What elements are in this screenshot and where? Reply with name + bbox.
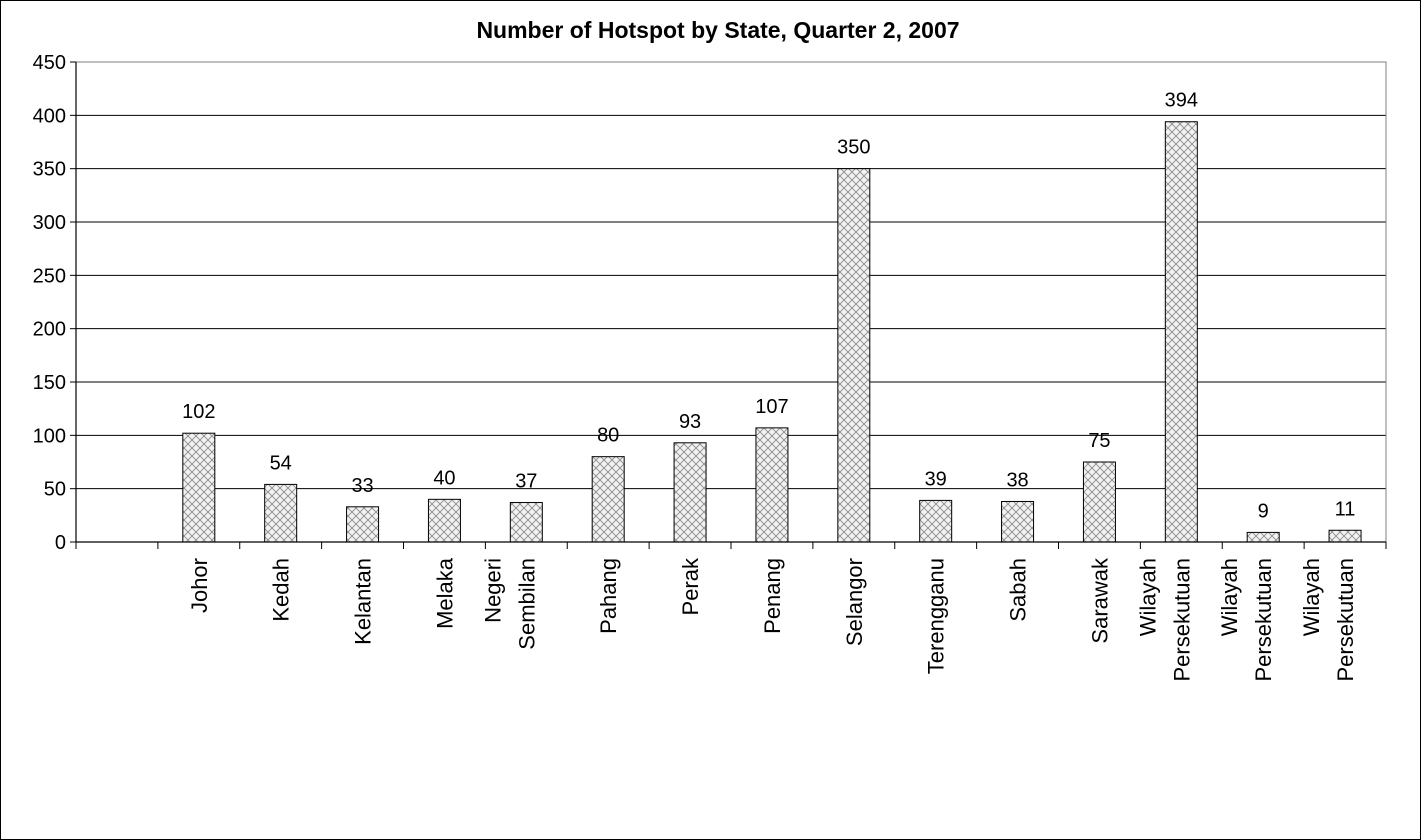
x-category-label-line: Melaka (432, 557, 457, 629)
x-category-label-line: Persekutuan (1251, 558, 1276, 682)
bar (1164, 121, 1198, 543)
x-category-label: Negeri Sembilan (480, 558, 539, 650)
x-category-label-line: Sembilan (514, 558, 539, 650)
data-label: 39 (925, 468, 947, 490)
x-category-label: Pahang (596, 558, 621, 634)
x-category-label: Melaka (432, 557, 457, 629)
data-label: 394 (1165, 90, 1198, 112)
x-category-label: Sarawak (1087, 557, 1112, 644)
x-category-label: Selangor (842, 558, 867, 646)
x-category-label: Wilayah Persekutuan (1217, 558, 1276, 682)
bars (182, 121, 1362, 543)
y-tick-label: 450 (33, 52, 66, 74)
y-tick-label: 100 (33, 425, 66, 447)
x-category-label: Johor (187, 558, 212, 613)
x-category-label-line: Perak (678, 557, 703, 615)
y-tick-label: 50 (44, 479, 66, 501)
y-tick-label: 400 (33, 105, 66, 127)
x-category-label-line: Terengganu (924, 558, 949, 674)
x-category-label-line: Sarawak (1087, 557, 1112, 644)
x-category-label: Sabah (1006, 558, 1031, 622)
data-label: 54 (270, 452, 292, 474)
x-category-labels: Johor Kedah Kelantan Melaka Negeri Sembilan Pa… (187, 557, 1358, 682)
axes (70, 61, 1387, 549)
x-category-label-line: Kedah (269, 558, 294, 622)
data-label: 38 (1006, 469, 1028, 491)
x-category-label-line: Persekutuan (1169, 558, 1194, 682)
data-label: 80 (597, 425, 619, 447)
data-label: 40 (433, 467, 455, 489)
x-category-label: Penang (760, 558, 785, 634)
bar (1082, 461, 1116, 543)
bar (591, 456, 625, 543)
y-tick-labels: 0 50 100 150 200 250 300 350 400 450 (33, 52, 66, 554)
x-category-label-line: Penang (760, 558, 785, 634)
x-category-label: Perak (678, 557, 703, 615)
data-label: 75 (1088, 430, 1110, 452)
y-tick-label: 250 (33, 265, 66, 287)
data-labels: 102 54 33 40 37 80 93 107 350 39 38 75 394 9 11 (182, 90, 1355, 523)
bar (755, 427, 789, 543)
y-tick-label: 300 (33, 212, 66, 234)
y-tick-label: 200 (33, 319, 66, 341)
x-category-label: Kedah (269, 558, 294, 622)
x-category-label-line: Sabah (1006, 558, 1031, 622)
bar (837, 168, 871, 543)
bar (427, 498, 461, 543)
bar (346, 506, 380, 543)
bar (919, 499, 953, 543)
data-label: 93 (679, 411, 701, 433)
bar (264, 483, 298, 543)
bar (182, 432, 216, 543)
data-label: 107 (755, 396, 788, 418)
y-tick-label: 0 (55, 532, 66, 554)
bar (1328, 529, 1362, 543)
y-tick-label: 350 (33, 159, 66, 181)
x-category-label: Wilayah Persekutuan (1135, 558, 1194, 682)
bar (509, 502, 543, 543)
x-category-label-line: Wilayah (1217, 558, 1242, 636)
data-label: 33 (351, 475, 373, 497)
data-label: 9 (1258, 500, 1269, 522)
x-category-label-line: Johor (187, 558, 212, 613)
data-label: 350 (837, 137, 870, 159)
x-category-label-line: Wilayah (1135, 558, 1160, 636)
data-label: 102 (182, 401, 215, 423)
bar (1246, 531, 1280, 543)
x-category-label-line: Selangor (842, 558, 867, 646)
x-category-label-line: Persekutuan (1333, 558, 1358, 682)
chart-title: Number of Hotspot by State, Quarter 2, 2… (476, 17, 959, 43)
bar (673, 442, 707, 543)
x-category-label-line: Wilayah (1299, 558, 1324, 636)
x-category-label: Wilayah Persekutuan (1299, 558, 1358, 682)
x-category-label-line: Pahang (596, 558, 621, 634)
y-tick-label: 150 (33, 372, 66, 394)
bar (1001, 500, 1035, 543)
data-label: 11 (1335, 498, 1356, 520)
x-category-label: Terengganu (924, 558, 949, 674)
x-category-label: Kelantan (351, 558, 376, 645)
data-label: 37 (515, 471, 537, 493)
x-category-label-line: Negeri (480, 558, 505, 623)
x-category-label-line: Kelantan (351, 558, 376, 645)
